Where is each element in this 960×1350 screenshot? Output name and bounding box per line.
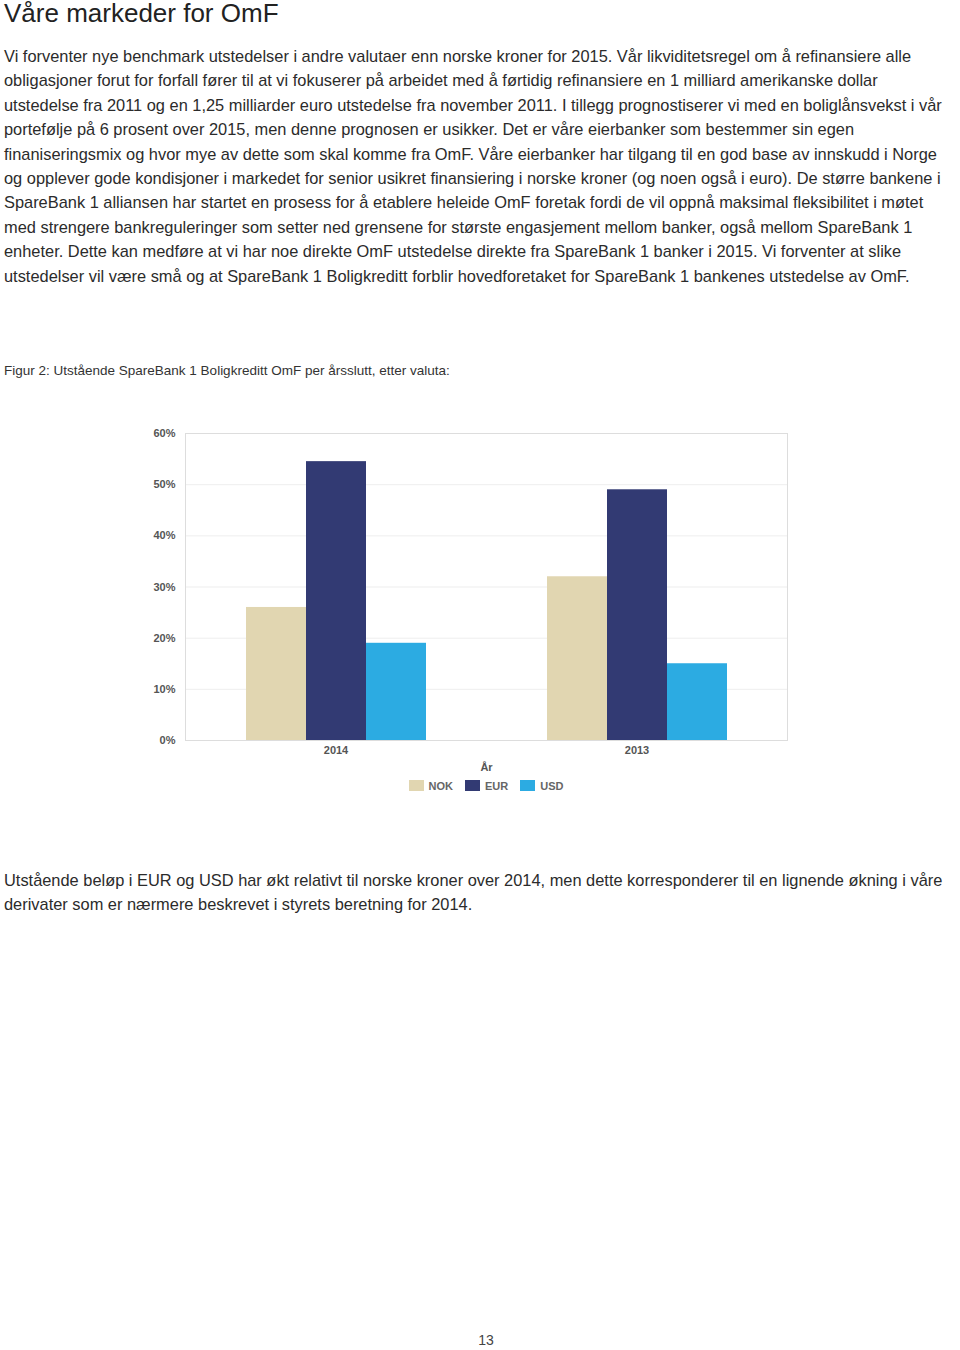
svg-text:60%: 60%	[153, 427, 175, 439]
html-text:13: 13	[478, 1332, 494, 1348]
svg-text:2014: 2014	[324, 744, 349, 756]
html-text:EUR: EUR	[485, 780, 509, 792]
html-text:Figur 2: Utstående SpareBank 1: Figur 2: Utstående SpareBank 1 Boligkred…	[4, 363, 450, 378]
svg-text:30%: 30%	[153, 581, 175, 593]
html-text:Vi forventer nye benchmark uts: Vi forventer nye benchmark utstedelser i…	[4, 47, 942, 285]
html-text:USD: USD	[540, 780, 564, 792]
html-text:NOK: NOK	[428, 780, 453, 792]
svg-text:10%: 10%	[153, 683, 175, 695]
svg-text:År: År	[480, 761, 493, 773]
svg-text:50%: 50%	[153, 478, 175, 490]
svg-text:40%: 40%	[153, 529, 175, 541]
svg-text:2013: 2013	[625, 744, 649, 756]
svg-text:0%: 0%	[160, 734, 176, 746]
svg-text:20%: 20%	[153, 632, 175, 644]
html-text:Utstående beløp i EUR og USD h: Utstående beløp i EUR og USD har økt rel…	[4, 871, 943, 914]
